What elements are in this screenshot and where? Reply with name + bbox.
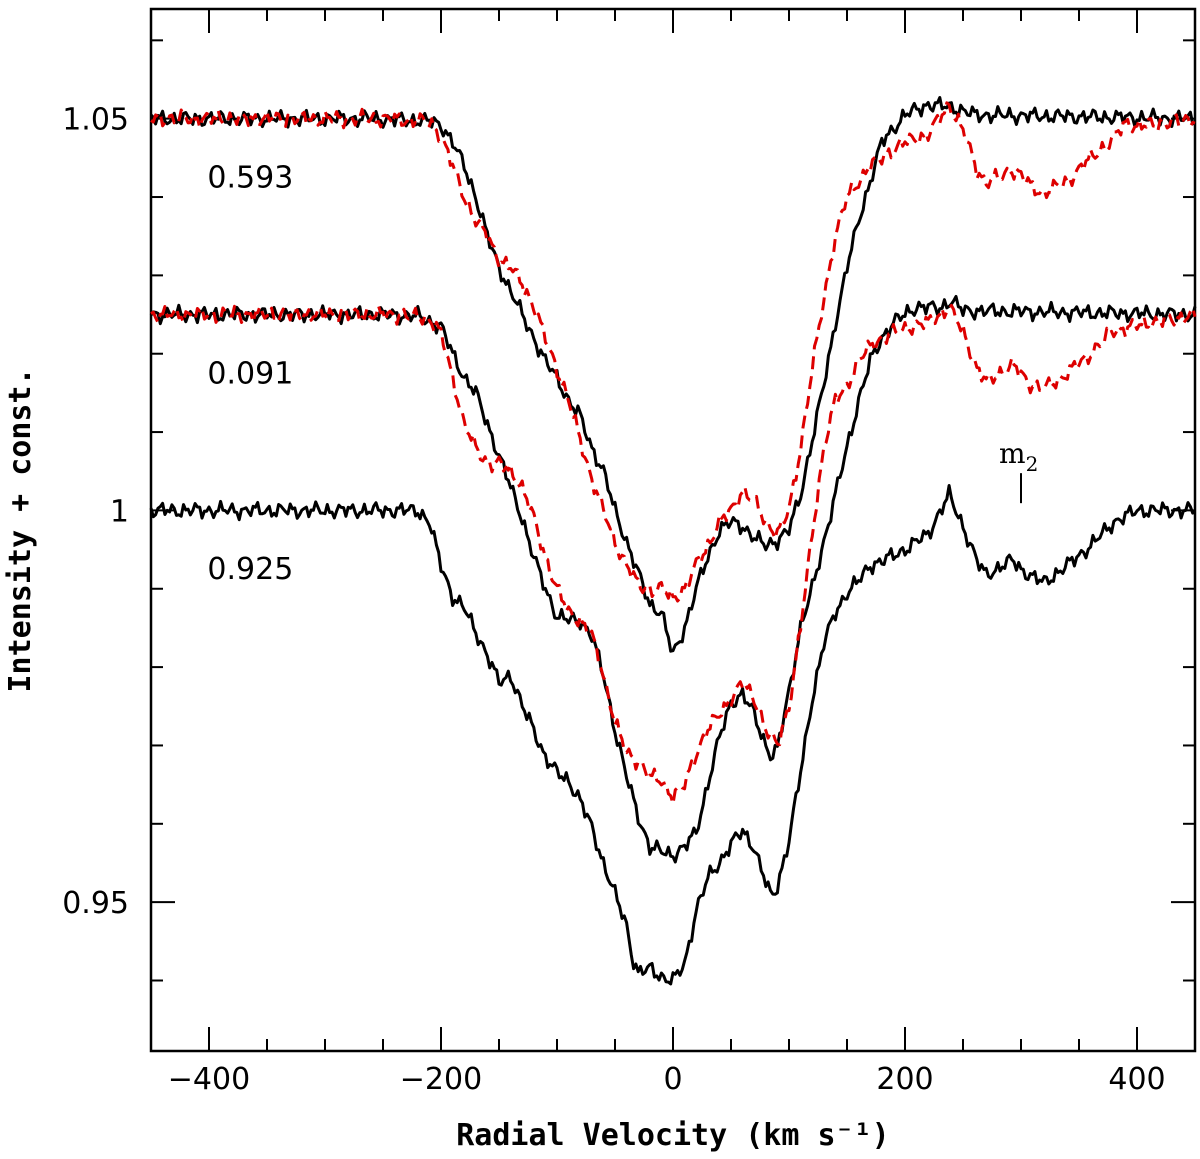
observed-profile-line (149, 96, 1196, 653)
tick-labels: −400 −200 0 200 400 0.95 1 1.05 (62, 103, 1165, 1097)
y-tick-label: 1 (110, 494, 129, 529)
observed-profile-line (149, 484, 1196, 986)
phase-label: 0.091 (207, 356, 293, 391)
y-tick-label: 0.95 (62, 886, 129, 921)
model-profile-line (150, 101, 1196, 603)
m2-label: m2 (999, 437, 1038, 476)
x-axis-title: Radial Velocity (km s⁻¹) (456, 1118, 889, 1153)
phase-label: 0.925 (207, 552, 293, 587)
x-tick-label: 0 (663, 1062, 682, 1097)
model-profile-line (150, 303, 1197, 806)
x-tick-label: 400 (1108, 1062, 1165, 1097)
phase-label: 0.593 (207, 160, 293, 195)
x-tick-label: 200 (876, 1062, 933, 1097)
plot-frame (149, 7, 1197, 1053)
m2-subscript: 2 (1026, 452, 1039, 476)
y-axis-title: Intensity + const. (3, 367, 38, 692)
x-tick-label: −200 (400, 1062, 482, 1097)
annotation-layer: 0.593 0.091 0.925 m2 (207, 160, 1038, 587)
x-tick-label: −400 (168, 1062, 250, 1097)
series-layer (149, 96, 1197, 986)
y-tick-label: 1.05 (62, 103, 129, 138)
axis-ticks (150, 9, 1196, 1051)
